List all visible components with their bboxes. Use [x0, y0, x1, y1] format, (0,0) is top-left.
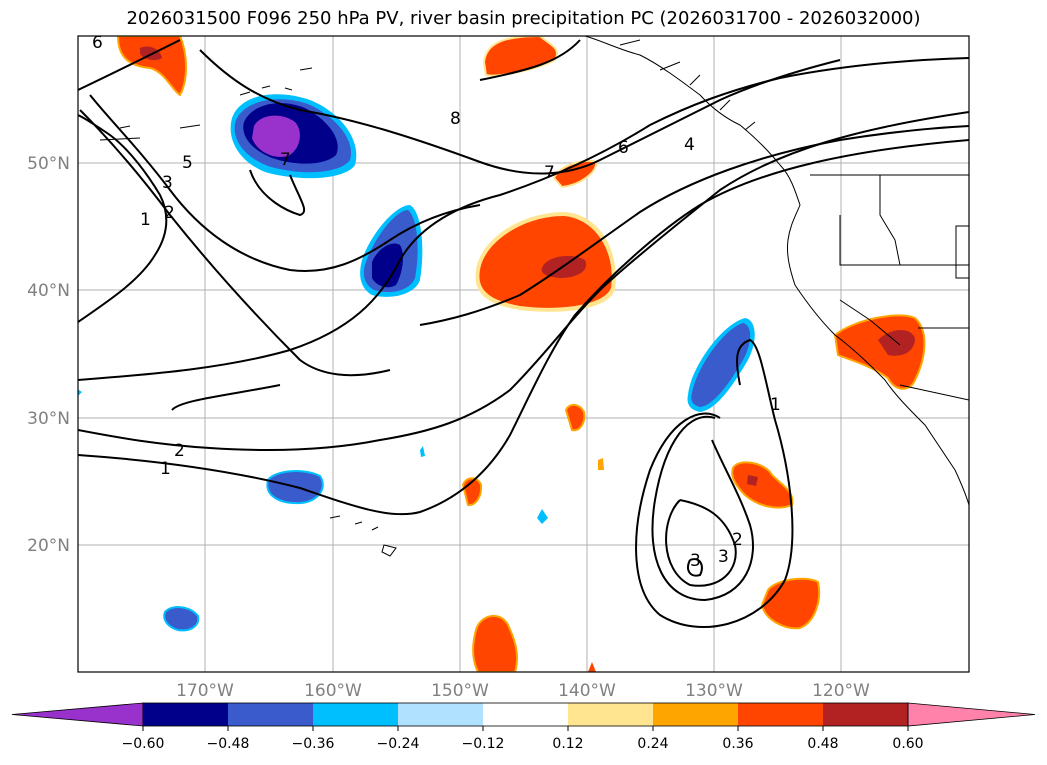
lon-label: 150°W [431, 681, 489, 701]
lat-label: 40°N [27, 281, 70, 301]
colorbar-tick-label: −0.36 [292, 736, 335, 752]
positive-anomaly-blob [747, 475, 758, 486]
longitude-labels: 170°W 160°W 150°W 140°W 130°W 120°W [176, 681, 870, 701]
contour-label: 6 [618, 138, 629, 158]
positive-anomaly-blob [588, 662, 596, 672]
negative-anomaly-blob [691, 323, 751, 407]
contour-label: 7 [280, 150, 291, 170]
lat-label: 50°N [27, 154, 70, 174]
positive-anomaly-blob [116, 36, 187, 97]
map-title: 2026031500 F096 250 hPa PV, river basin … [126, 8, 921, 29]
map-frame [77, 35, 970, 673]
colorbar-segment [143, 703, 228, 726]
lat-label: 30°N [27, 409, 70, 429]
negative-anomaly-blob [420, 446, 425, 457]
lon-label: 140°W [558, 681, 616, 701]
negative-anomaly-blob [252, 115, 300, 157]
lon-label: 170°W [176, 681, 234, 701]
positive-anomaly-blob [878, 329, 915, 356]
colorbar-segment [738, 703, 823, 726]
colorbar-extend-low [11, 702, 144, 727]
contour-label: 4 [684, 135, 695, 155]
colorbar-tick-label: 0.48 [807, 736, 838, 752]
colorbar-segment [653, 703, 738, 726]
positive-anomaly-blob [760, 577, 820, 630]
colorbar-segment [398, 703, 483, 726]
negative-anomaly-blob [163, 606, 200, 632]
contour-label: 3 [690, 551, 701, 571]
latitude-labels: 50°N 40°N 30°N 20°N [27, 154, 70, 556]
colorbar-tick-label: 0.24 [637, 736, 668, 752]
colorbar-tick-label: 0.12 [552, 736, 583, 752]
colorbar-extend-high [907, 702, 1036, 727]
colorbar-tick-label: 0.60 [892, 736, 923, 752]
lon-label: 160°W [304, 681, 362, 701]
contour-label: 6 [92, 33, 103, 53]
contour-label: 1 [160, 459, 171, 479]
colorbar: −0.60 −0.48 −0.36 −0.24 −0.12 0.12 0.24 0.36 0.4… [11, 702, 1036, 752]
contour-label: 3 [162, 173, 173, 193]
colorbar-tick-label: −0.12 [462, 736, 505, 752]
map-panel [78, 36, 969, 672]
colorbar-segment [313, 703, 398, 726]
colorbar-segment [823, 703, 908, 726]
contour-label: 1 [140, 210, 151, 230]
colorbar-segment [568, 703, 653, 726]
colorbar-segment [228, 703, 313, 726]
contour-label: 2 [732, 530, 743, 550]
colorbar-segment [483, 703, 568, 726]
colorbar-tick-label: −0.60 [122, 736, 165, 752]
contour-label: 2 [164, 203, 175, 223]
colorbar-tick-label: 0.36 [722, 736, 753, 752]
positive-anomaly-blob [472, 615, 518, 672]
negative-anomaly-blob [537, 509, 548, 524]
contour-label: 7 [544, 163, 555, 183]
positive-anomaly-blob [564, 404, 586, 432]
coastlines [99, 36, 969, 557]
contour-label: 2 [174, 441, 185, 461]
positive-anomaly-blob [479, 216, 612, 308]
pv-contours [78, 39, 969, 629]
colorbar-outline [142, 702, 909, 727]
lon-label: 120°W [812, 681, 870, 701]
lat-label: 20°N [27, 536, 70, 556]
positive-anomaly-blob [598, 458, 604, 470]
contour-label: 1 [770, 395, 781, 415]
contour-label: 5 [182, 153, 193, 173]
contour-label: 3 [718, 547, 729, 567]
colorbar-tick-label: −0.24 [377, 736, 420, 752]
lon-label: 130°W [685, 681, 743, 701]
negative-anomaly-blob [78, 389, 82, 396]
contour-labels: 6 8 7 6 4 5 3 2 1 7 2 1 1 2 3 3 [92, 33, 781, 571]
contour-label: 8 [450, 109, 461, 129]
colorbar-tick-label: −0.48 [207, 736, 250, 752]
negative-anomaly-blob [372, 243, 403, 288]
